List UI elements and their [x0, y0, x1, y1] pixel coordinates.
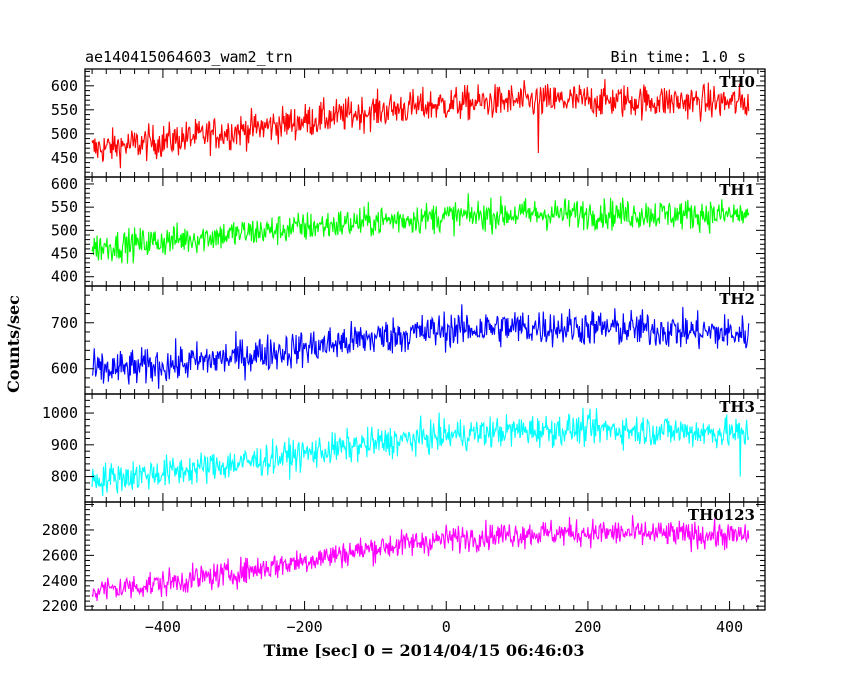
y-tick-label: 450 [51, 245, 78, 263]
header-right-bintime: Bin time: 1.0 s [611, 48, 746, 66]
x-tick-label: 0 [442, 618, 451, 636]
series-line-th0123 [91, 515, 750, 602]
y-tick-label: 550 [51, 198, 78, 216]
y-axis-label: Counts/sec [4, 295, 23, 393]
series-line-th2 [91, 304, 750, 389]
x-axis-label: Time [sec] 0 = 2014/04/15 06:46:03 [264, 641, 585, 660]
y-tick-label: 500 [51, 221, 78, 239]
header-left-title: ae140415064603_wam2_trn [85, 48, 293, 66]
y-tick-label: 900 [51, 436, 78, 454]
panel-th0123: 2200 2400 2600 2800 TH0123 [42, 501, 766, 615]
panel-th0: 450 500 550 600 TH0 [51, 68, 766, 178]
panel-label-th0: TH0 [719, 73, 755, 91]
y-tick-label: 550 [51, 101, 78, 119]
panel-label-th0123: TH0123 [688, 506, 755, 524]
panel-label-th1: TH1 [719, 181, 755, 199]
y-tick-label: 2200 [42, 597, 78, 615]
panel-th1: 400 450 500 550 600 TH1 [51, 175, 766, 287]
series-line-th0 [91, 79, 750, 169]
x-tick-label: −200 [287, 618, 323, 636]
panel-th3: 800 900 1000 TH3 [42, 393, 766, 503]
y-tick-label: 600 [51, 77, 78, 95]
y-tick-label: 450 [51, 149, 78, 167]
y-tick-label: 1000 [42, 404, 78, 422]
y-tick-label: 400 [51, 268, 78, 286]
panel-label-th2: TH2 [719, 290, 755, 308]
panel-frame [84, 501, 766, 611]
y-tick-label: 800 [51, 468, 78, 486]
panel-frame [84, 393, 766, 503]
x-axis: −400 −200 0 200 400 [145, 618, 743, 636]
y-tick-label: 600 [51, 360, 78, 378]
y-tick-label: 2600 [42, 546, 78, 564]
y-tick-label: 2400 [42, 572, 78, 590]
y-tick-label: 2800 [42, 521, 78, 539]
x-tick-label: 200 [574, 618, 601, 636]
y-tick-label: 700 [51, 314, 78, 332]
y-tick-label: 500 [51, 125, 78, 143]
panel-label-th3: TH3 [719, 398, 755, 416]
panels-group: 450 500 550 600 TH0 400 450 500 550 600 TH1 600 700 T… [42, 68, 766, 615]
panel-frame [84, 68, 766, 178]
panel-th2: 600 700 TH2 [51, 285, 766, 395]
x-tick-label: 400 [716, 618, 743, 636]
series-line-th3 [91, 407, 750, 497]
series-line-th1 [91, 193, 750, 264]
x-tick-label: −400 [145, 618, 181, 636]
y-tick-label: 600 [51, 175, 78, 193]
